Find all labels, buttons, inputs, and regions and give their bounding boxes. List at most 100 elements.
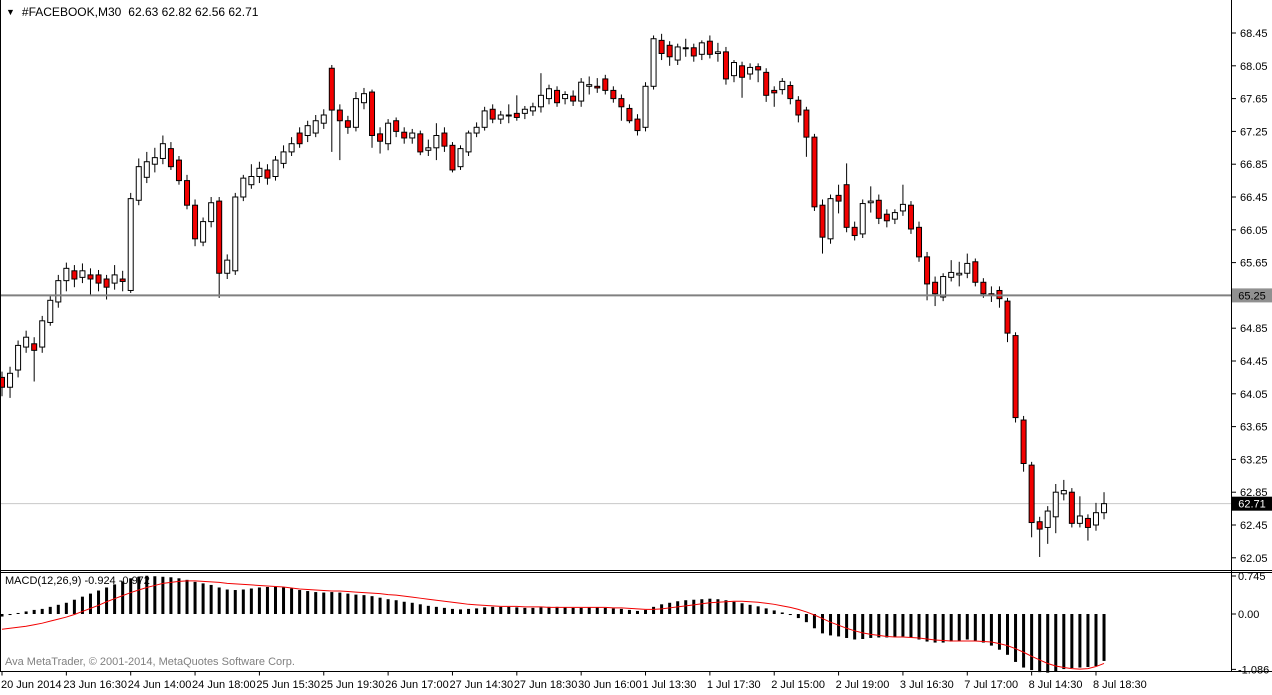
macd-histogram-bar [869, 614, 873, 638]
candle-bearish [167, 148, 174, 168]
candle-bullish [39, 320, 46, 348]
macd-histogram-bar [1046, 614, 1050, 673]
price-tick-label: 63.25 [1240, 454, 1268, 466]
macd-histogram-bar [949, 614, 953, 642]
candle-bearish [175, 159, 182, 182]
macd-histogram-bar [153, 576, 157, 614]
candle-bearish [95, 274, 102, 284]
candle-bullish [1044, 510, 1051, 528]
symbol-dropdown-icon[interactable]: ▼ [6, 7, 15, 17]
candle-bearish [1004, 300, 1011, 334]
candle-bullish [674, 46, 681, 61]
current-price-badge [1232, 496, 1272, 511]
macd-histogram-bar [668, 602, 672, 614]
candle-bearish [336, 109, 343, 122]
current-price-badge-label: 62.71 [1238, 499, 1266, 511]
candle-bearish [883, 213, 890, 222]
macd-histogram-bar [981, 614, 985, 643]
time-tick-label: 26 Jun 17:00 [385, 679, 449, 691]
macd-histogram-bar [611, 608, 615, 614]
candle-bullish [7, 372, 14, 388]
candle-bullish [409, 132, 416, 139]
macd-histogram-bar [796, 614, 800, 619]
macd-histogram-bar [957, 614, 961, 641]
macd-histogram-bar [410, 602, 414, 614]
macd-histogram-bar [716, 599, 720, 614]
macd-histogram-bar [483, 607, 487, 614]
candle-bearish [296, 132, 303, 145]
candle-bearish [658, 39, 665, 55]
candle-bullish [956, 272, 963, 276]
candle-bullish [256, 167, 263, 178]
macd-histogram-bar [40, 608, 44, 614]
candle-bearish [1012, 335, 1019, 419]
macd-histogram-bar [330, 592, 334, 614]
macd-histogram-bar [282, 587, 286, 614]
macd-histogram-bar [257, 587, 261, 614]
candle-bearish [610, 89, 617, 100]
macd-tick-label: -1.086 [1238, 664, 1269, 676]
candle-bullish [642, 85, 649, 128]
candle-bullish [232, 196, 239, 272]
macd-histogram-bar [1014, 614, 1018, 662]
candle-bullish [320, 114, 327, 124]
candle-bullish [1076, 515, 1083, 524]
hline-price-badge [1232, 288, 1272, 303]
macd-histogram-bar [169, 577, 173, 614]
macd-histogram-bar [161, 576, 165, 614]
price-tick-label: 66.05 [1240, 225, 1268, 237]
candle-bearish [0, 376, 5, 388]
time-tick-label: 23 Jun 16:30 [63, 679, 127, 691]
time-tick-label: 24 Jun 18:00 [192, 679, 256, 691]
candle-bullish [682, 47, 689, 50]
macd-histogram-bar [121, 581, 125, 614]
candle-bullish [425, 147, 432, 151]
macd-histogram-bar [515, 607, 519, 614]
candle-bearish [570, 95, 577, 102]
candle-bearish [851, 226, 858, 237]
candle-bullish [747, 66, 754, 75]
time-tick-label: 3 Jul 16:30 [900, 679, 954, 691]
candle-bullish [964, 262, 971, 274]
macd-histogram-bar [459, 609, 463, 614]
candle-bearish [771, 89, 778, 94]
candle-bearish [626, 107, 633, 122]
macd-histogram-bar [1054, 614, 1058, 672]
macd-histogram-bar [579, 607, 583, 614]
macd-histogram-bar [973, 614, 977, 641]
candle-bearish [980, 281, 987, 295]
macd-histogram-bar [692, 599, 696, 614]
price-tick-label: 67.25 [1240, 126, 1268, 138]
candle-bullish [433, 135, 440, 149]
candle-bearish [31, 343, 38, 351]
macd-histogram-bar [80, 596, 84, 614]
macd-histogram-bar [740, 603, 744, 614]
macd-histogram-bar [812, 614, 816, 629]
macd-name: MACD(12,26,9) [5, 575, 82, 587]
macd-histogram-bar [555, 606, 559, 614]
candle-bearish [554, 89, 561, 104]
macd-histogram-bar [563, 607, 567, 614]
macd-histogram-bar [764, 608, 768, 614]
copyright-label: Ava MetaTrader, © 2001-2014, MetaQuotes … [5, 656, 295, 668]
candle-bearish [594, 85, 601, 89]
candle-bullish [457, 148, 464, 168]
candle-bearish [216, 200, 223, 274]
macd-histogram-bar [724, 600, 728, 614]
candle-bullish [360, 93, 367, 104]
candle-bullish [473, 126, 480, 134]
candle-bearish [1028, 464, 1035, 524]
macd-histogram-bar [893, 614, 897, 637]
macd-histogram-bar [1030, 614, 1034, 671]
candle-bullish [15, 344, 22, 371]
candle-bullish [1092, 512, 1099, 526]
time-tick-label: 27 Jun 18:30 [514, 679, 578, 691]
candle-bullish [272, 159, 279, 178]
candle-bullish [537, 94, 544, 108]
candle-bearish [369, 91, 376, 136]
macd-histogram-bar [901, 614, 905, 637]
macd-histogram-bar [933, 614, 937, 643]
candle-bullish [385, 122, 392, 145]
